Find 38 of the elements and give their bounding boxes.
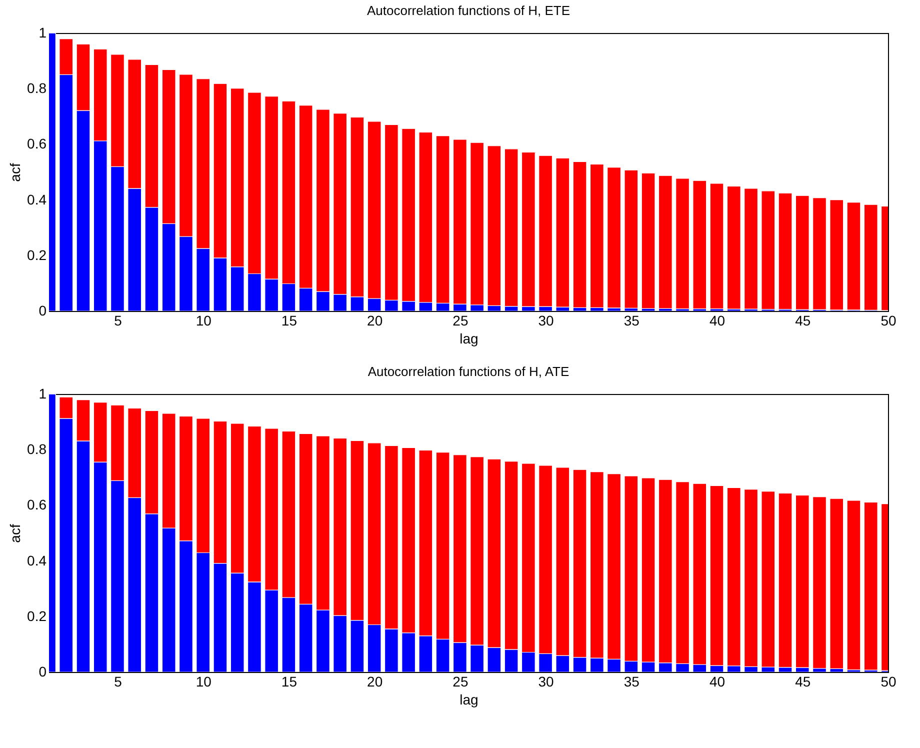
x-tick-label: 15 xyxy=(281,674,298,690)
chart-title: Autocorrelation functions of H, ETE xyxy=(366,3,570,18)
x-tick-label: 40 xyxy=(709,312,726,328)
x-tick-label: 5 xyxy=(114,312,122,328)
x-axis-title: lag xyxy=(460,330,478,346)
y-tick-label: 0.2 xyxy=(27,608,47,624)
x-tick-label: 45 xyxy=(795,312,811,328)
y-tick-label: 0 xyxy=(38,664,47,680)
y-tick-label: 0 xyxy=(38,302,47,318)
x-tick-label: 25 xyxy=(452,674,468,690)
x-tick-label: 10 xyxy=(196,312,212,328)
x-tick-label: 20 xyxy=(367,674,383,690)
x-tick-label: 30 xyxy=(538,312,554,328)
x-tick-label: 25 xyxy=(452,312,468,328)
y-tick-label: 1 xyxy=(38,386,47,402)
x-tick-label: 35 xyxy=(624,312,640,328)
x-tick-label: 40 xyxy=(709,674,726,690)
y-tick-label: 1 xyxy=(38,24,47,40)
y-axis-title: acf xyxy=(7,524,24,543)
x-axis-title: lag xyxy=(460,692,478,708)
x-tick-label: 20 xyxy=(367,312,383,328)
x-tick-label: 50 xyxy=(880,312,896,328)
y-tick-label: 0.4 xyxy=(27,191,47,208)
x-tick-label: 30 xyxy=(538,674,554,690)
y-tick-label: 0.6 xyxy=(27,496,47,513)
x-tick-label: 35 xyxy=(624,674,640,690)
y-tick-label: 0.6 xyxy=(27,136,47,152)
chart-title: Autocorrelation functions of H, ATE xyxy=(368,364,570,379)
x-tick-label: 10 xyxy=(196,674,212,690)
x-tick-label: 5 xyxy=(114,674,122,690)
y-tick-label: 0.4 xyxy=(27,552,47,568)
x-tick-label: 45 xyxy=(795,674,811,690)
y-tick-label: 0.2 xyxy=(27,246,47,263)
x-tick-label: 15 xyxy=(281,312,298,328)
y-axis-title: acf xyxy=(7,163,24,182)
y-tick-label: 0.8 xyxy=(27,441,47,458)
y-tick-label: 0.8 xyxy=(27,80,47,96)
x-tick-label: 50 xyxy=(880,674,896,690)
